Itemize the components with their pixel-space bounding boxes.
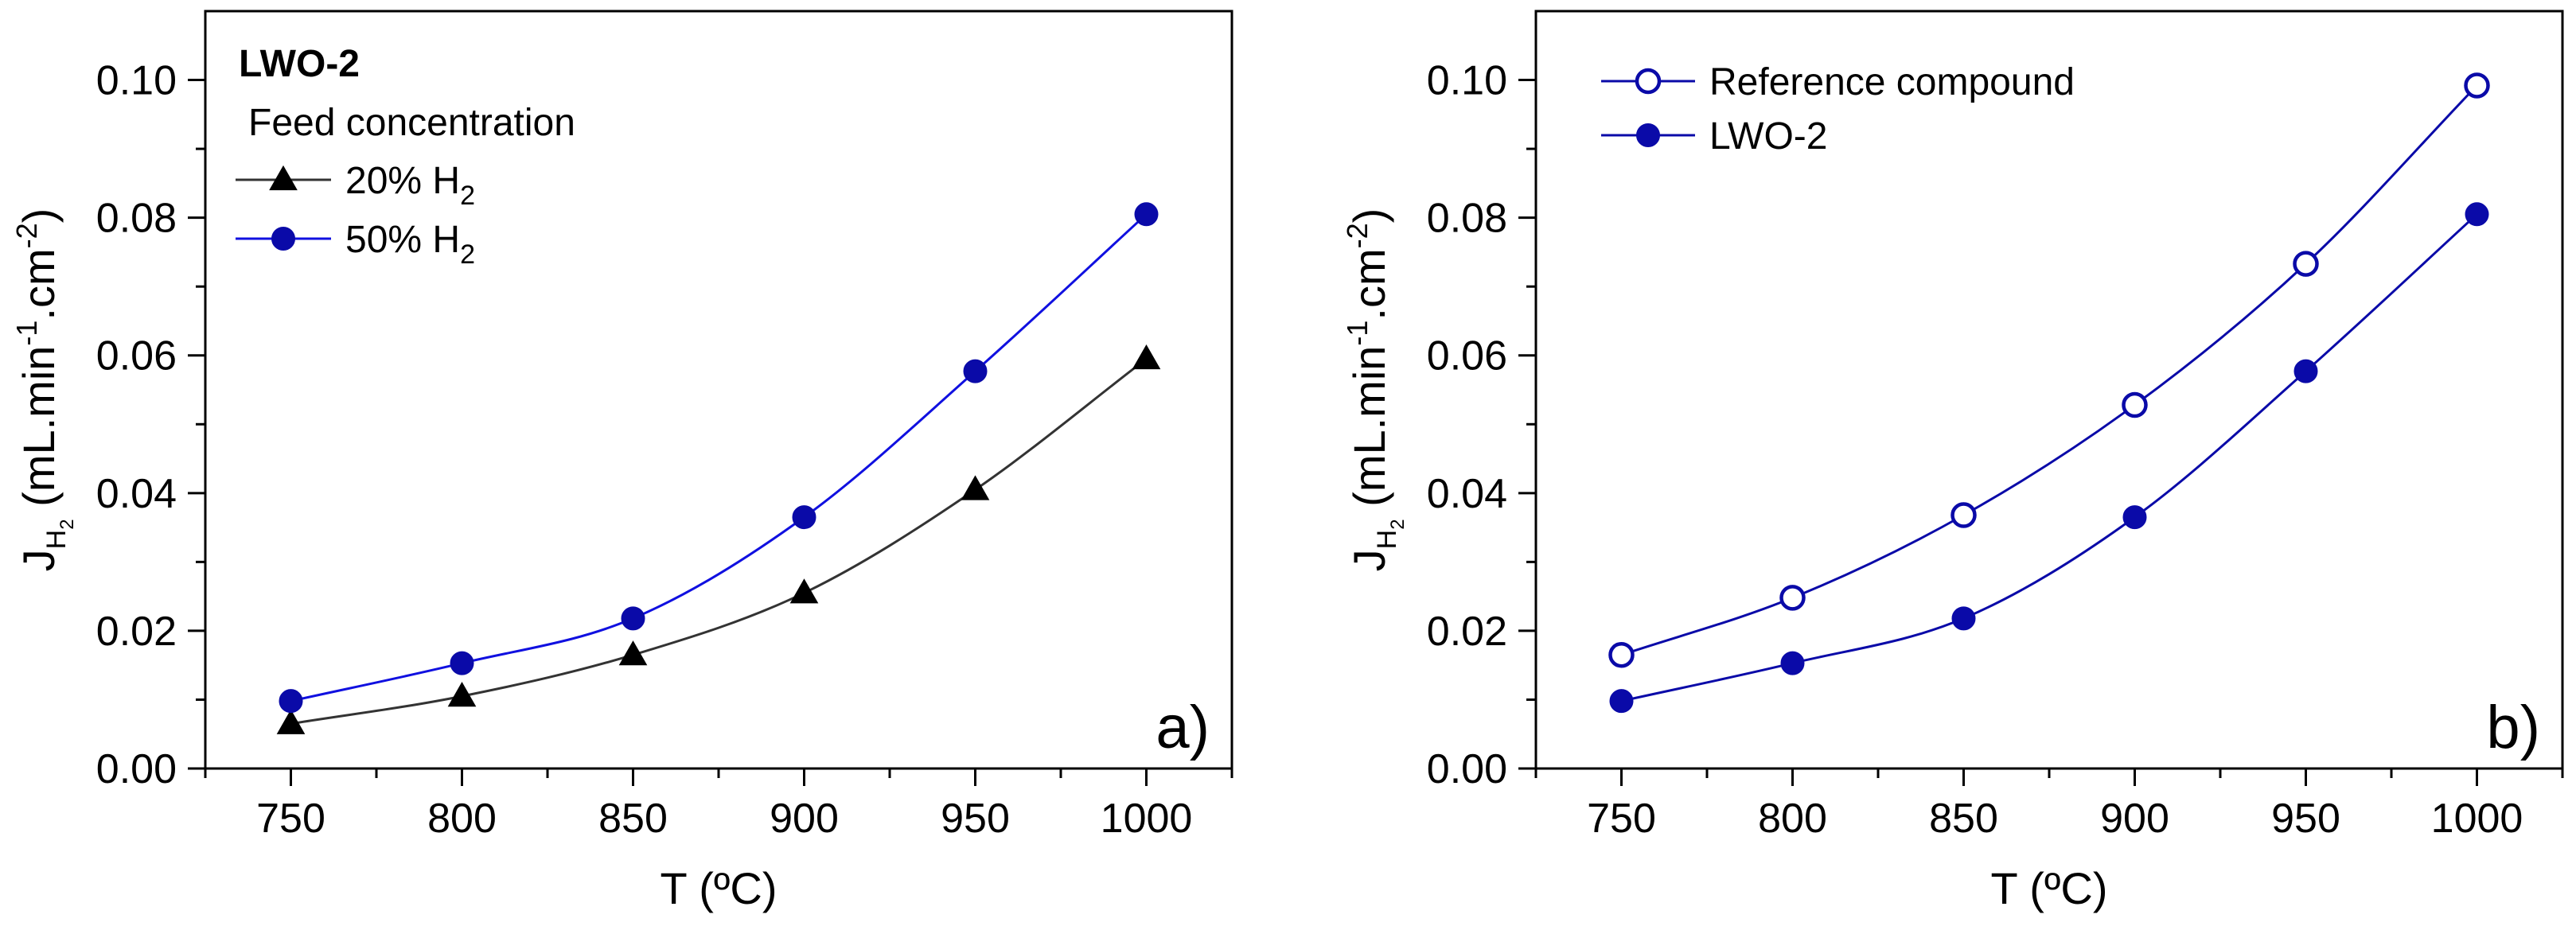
data-point <box>450 651 474 675</box>
y-tick-label: 0.06 <box>96 333 177 379</box>
data-point <box>447 682 477 707</box>
data-point <box>1132 344 1161 370</box>
x-tick-label: 900 <box>2100 796 2169 842</box>
series-line-0 <box>1621 84 2478 656</box>
legend-title: LWO-2 <box>239 43 360 85</box>
x-axis-label: T (ºC) <box>661 863 777 913</box>
legend-entry-subscript: 2 <box>460 181 475 211</box>
y-label-symbol: J <box>1344 549 1394 571</box>
legend-entry: LWO-2 <box>1709 115 1827 158</box>
data-point <box>789 578 819 604</box>
chart-panel-b: 750 800 850 900 950 1000 0.00 0.02 0.04 0.06 0.08 0… <box>1341 10 2564 913</box>
x-tick-label: 950 <box>941 796 1010 842</box>
y-label-symbol: J <box>14 549 64 571</box>
y-label-subsubscript: 2 <box>57 519 78 529</box>
data-point <box>618 640 648 666</box>
data-point <box>2464 72 2490 99</box>
x-tick-label: 850 <box>598 796 668 842</box>
y-tick-label: 0.10 <box>1427 58 1507 104</box>
x-axis-label: T (ºC) <box>1991 863 2108 913</box>
data-point <box>1608 641 1635 668</box>
y-label-superscript: -2 <box>1341 223 1374 248</box>
data-point <box>2293 359 2318 383</box>
y-label-subsubscript: 2 <box>1387 519 1409 529</box>
y-tick-label: 0.08 <box>1427 196 1507 242</box>
legend-subtitle: Feed concentration <box>248 102 575 144</box>
data-point <box>1951 606 1976 631</box>
chart-panel-a: 750 800 850 900 950 1000 0.00 0.02 0.04 0.06 0.08 0… <box>10 10 1233 913</box>
data-point <box>2122 505 2147 530</box>
data-point <box>961 475 990 500</box>
y-label-unit: ) <box>14 208 64 224</box>
series-line-0 <box>290 357 1148 726</box>
legend-entry: 50% H2 <box>345 219 475 270</box>
panel-label: b) <box>2486 694 2540 761</box>
x-tick-label: 1000 <box>1101 796 1193 842</box>
x-tick-label: 950 <box>2271 796 2340 842</box>
data-point <box>621 606 645 631</box>
y-tick-label: 0.04 <box>96 471 177 517</box>
data-point <box>1951 502 1977 528</box>
y-label-unit: (mL.min <box>14 346 64 519</box>
y-label-unit: ) <box>1344 208 1394 224</box>
data-point <box>792 505 816 530</box>
y-label-superscript: -2 <box>10 223 43 248</box>
y-axis-label: JH2 (mL.min-1.cm-2) <box>1341 208 1409 572</box>
x-tick-label: 900 <box>770 796 839 842</box>
y-tick-label: 0.00 <box>1427 746 1507 792</box>
legend-entry-label: Reference compound <box>1709 61 2075 103</box>
legend-marker <box>269 165 298 191</box>
data-point <box>276 709 306 734</box>
y-tick-label: 0.00 <box>96 746 177 792</box>
y-label-subscript: H <box>41 530 72 550</box>
y-label-unit: .cm <box>1344 248 1394 320</box>
legend-entry-label: 50% H <box>345 219 460 261</box>
y-tick-label: 0.10 <box>96 58 177 104</box>
y-tick-label: 0.02 <box>96 609 177 655</box>
data-point <box>2293 251 2319 277</box>
x-tick-label: 800 <box>1758 796 1827 842</box>
x-tick-label: 1000 <box>2431 796 2523 842</box>
y-tick-label: 0.06 <box>1427 333 1507 379</box>
x-tick-label: 750 <box>256 796 325 842</box>
legend-entry: Reference compound <box>1709 61 2075 103</box>
y-label-subscript: H <box>1372 530 1402 550</box>
data-point <box>963 359 988 383</box>
legend-marker <box>271 227 295 251</box>
legend-entry: 20% H2 <box>345 160 475 211</box>
legend-marker <box>1635 68 1662 95</box>
data-point <box>1779 585 1806 611</box>
x-tick-label: 800 <box>427 796 497 842</box>
y-label-unit: .cm <box>14 248 64 320</box>
y-label-superscript: -1 <box>10 321 43 346</box>
legend: Reference compound LWO-2 <box>1601 61 2075 158</box>
x-tick-label: 750 <box>1587 796 1656 842</box>
y-tick-label: 0.08 <box>96 196 177 242</box>
legend-marker <box>1636 123 1660 147</box>
data-point <box>1780 651 1805 675</box>
y-label-unit: (mL.min <box>1344 346 1394 519</box>
data-point <box>279 689 303 714</box>
series-line-1 <box>1621 213 2478 702</box>
data-point <box>2465 202 2489 227</box>
y-axis-label: JH2 (mL.min-1.cm-2) <box>10 208 78 572</box>
data-point <box>2122 391 2148 418</box>
y-label-superscript: -1 <box>1341 321 1374 346</box>
legend-entry-label: LWO-2 <box>1709 115 1827 158</box>
legend-entry-label: 20% H <box>345 160 460 202</box>
data-point <box>1134 202 1159 227</box>
panel-label: a) <box>1155 694 1210 761</box>
x-tick-label: 850 <box>1929 796 1998 842</box>
y-tick-label: 0.04 <box>1427 471 1507 517</box>
data-point <box>1609 689 1634 714</box>
legend-entry-subscript: 2 <box>460 239 475 270</box>
plot-frame <box>1534 10 2564 770</box>
y-tick-label: 0.02 <box>1427 609 1507 655</box>
